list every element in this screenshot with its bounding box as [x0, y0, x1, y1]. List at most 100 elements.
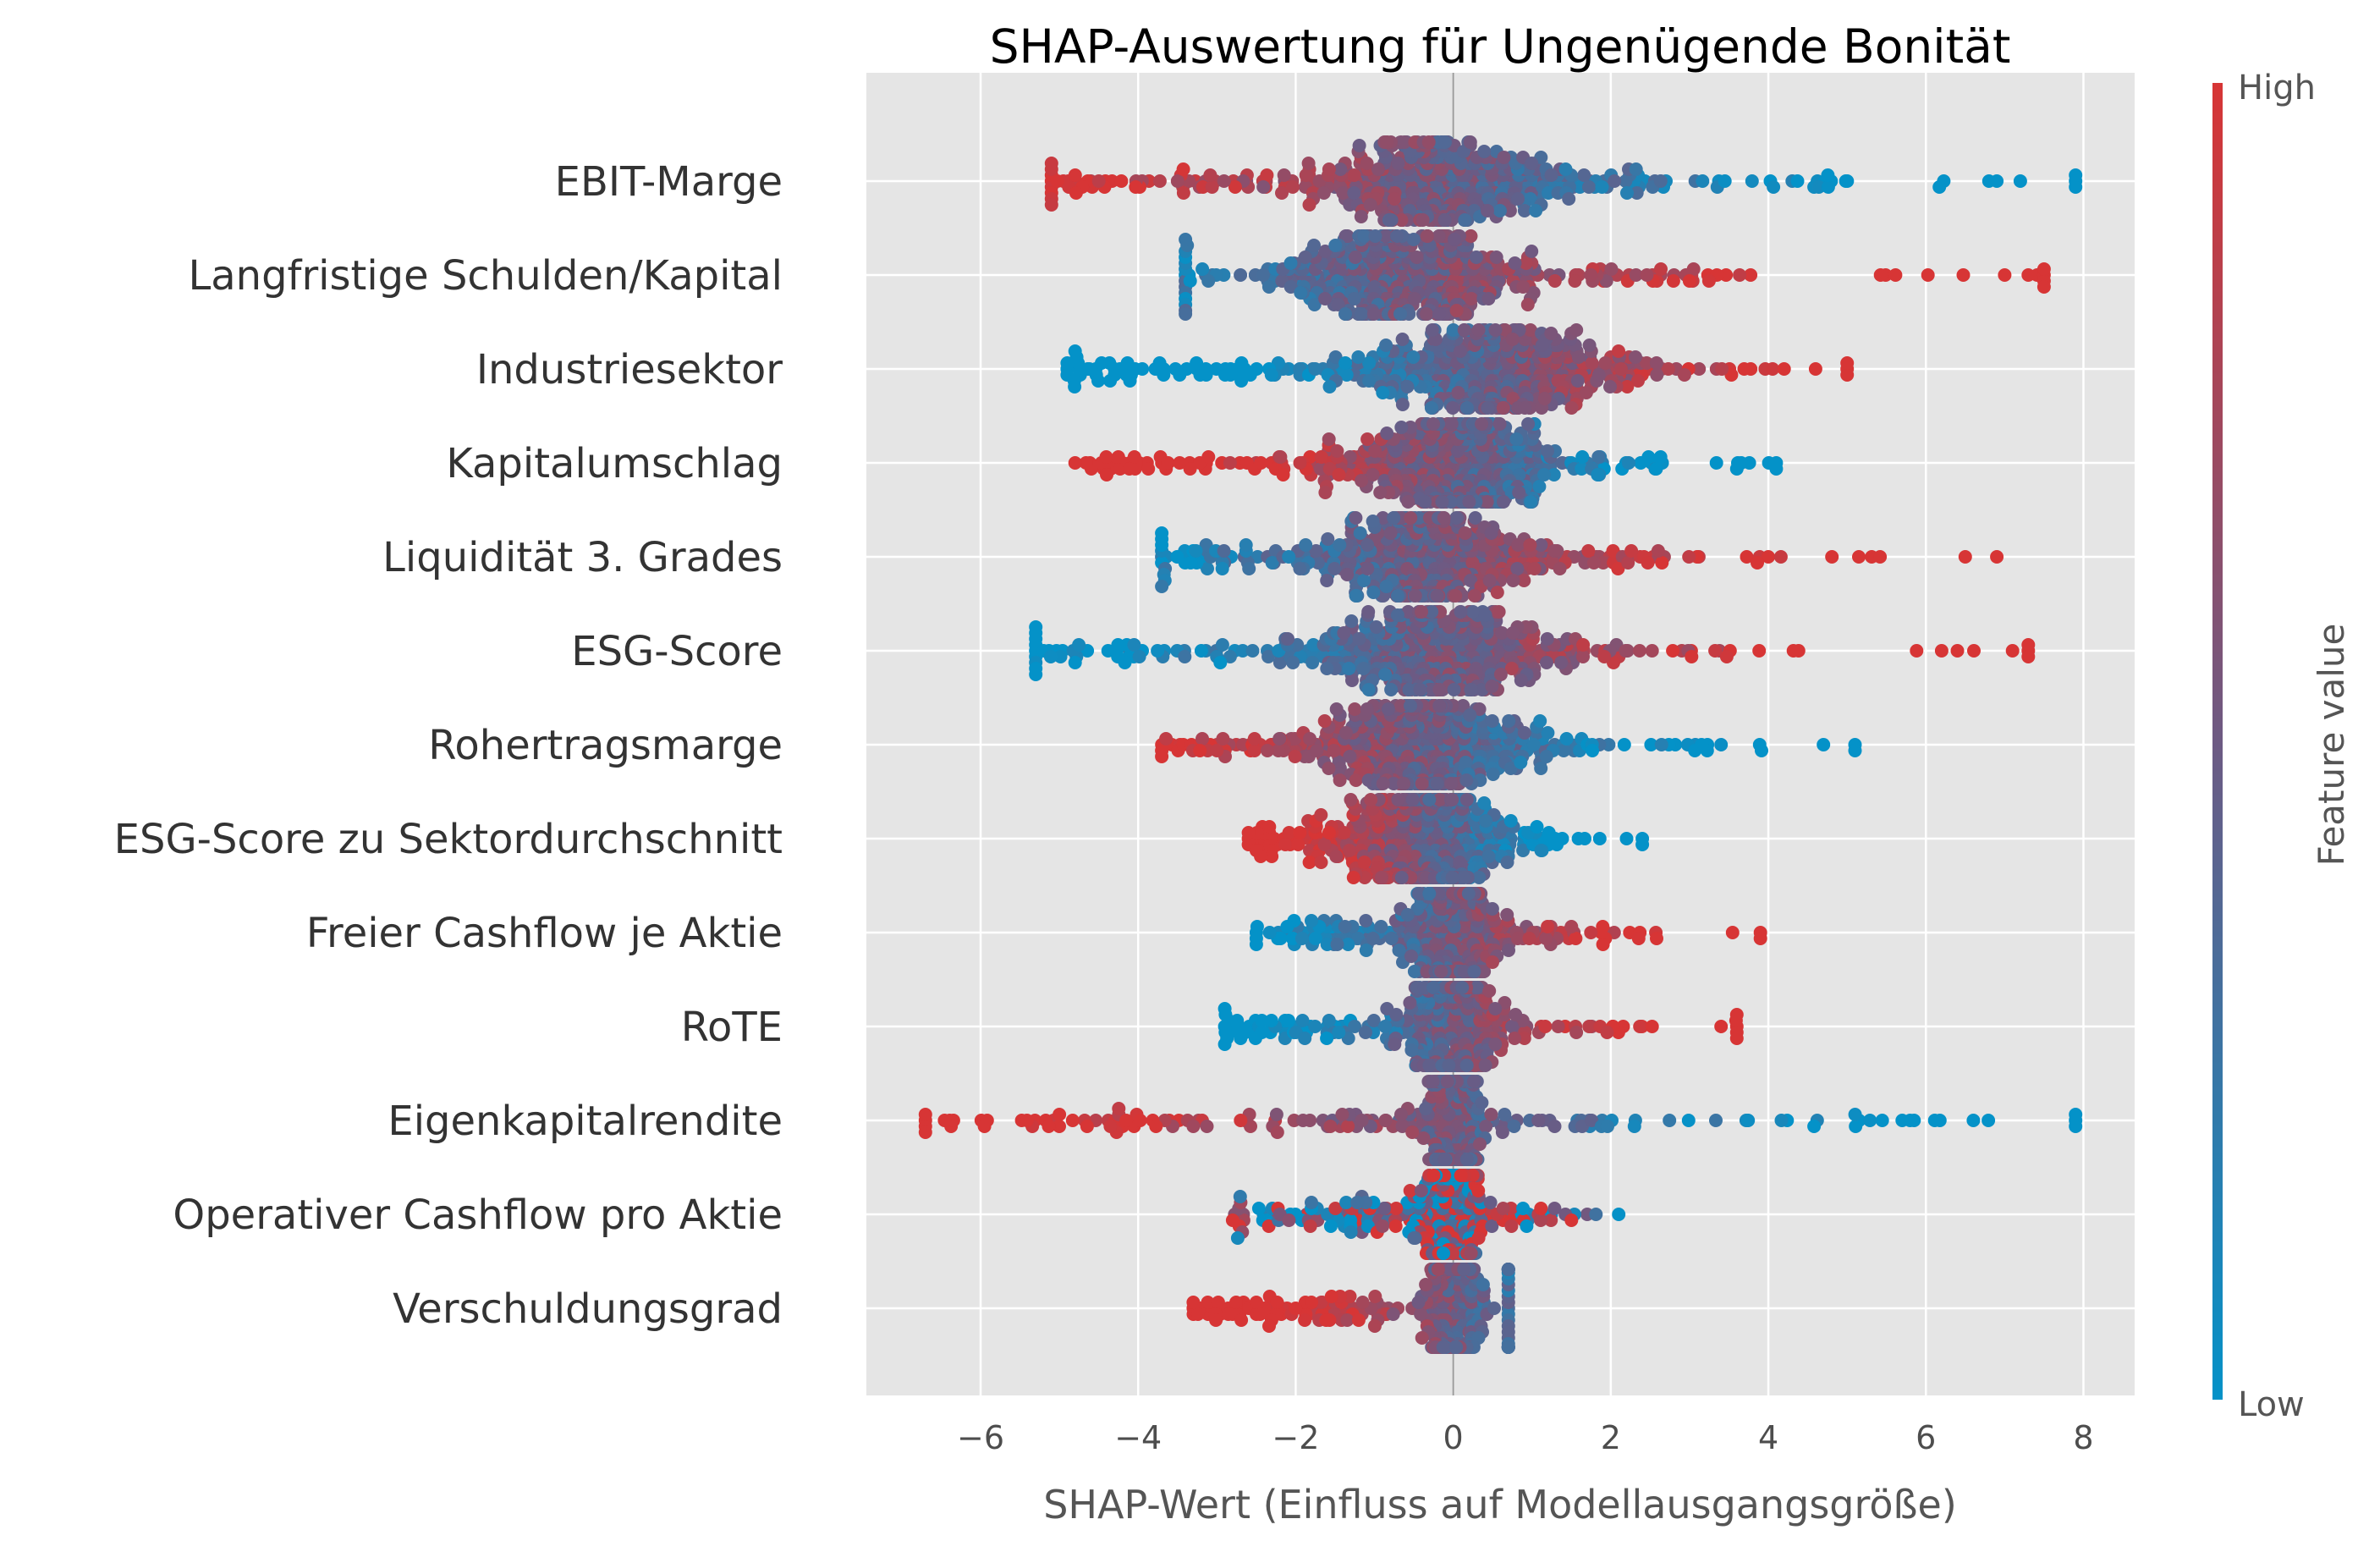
shap-point	[1435, 495, 1449, 509]
shap-point	[1095, 356, 1108, 370]
shap-point	[1559, 732, 1574, 746]
shap-point	[1393, 699, 1408, 713]
shap-point	[1306, 638, 1321, 652]
shap-point	[1151, 644, 1165, 658]
shap-point	[1677, 368, 1691, 382]
shap-point	[1327, 744, 1341, 757]
shap-point	[1654, 738, 1668, 751]
shap-point	[1282, 550, 1296, 564]
shap-point	[1464, 683, 1478, 696]
shap-point	[1400, 380, 1415, 394]
shap-point	[1540, 632, 1554, 646]
shap-point	[1068, 168, 1082, 182]
shap-point	[1649, 462, 1663, 476]
shap-point	[1337, 826, 1351, 839]
shap-point	[1302, 198, 1316, 212]
shap-point	[1380, 135, 1394, 149]
shap-point	[1537, 468, 1551, 482]
shap-point	[1394, 213, 1409, 227]
shap-point	[1327, 562, 1342, 575]
shap-point	[1437, 213, 1452, 227]
shap-point	[1359, 944, 1373, 957]
shap-point	[1612, 344, 1625, 358]
shap-point	[1318, 245, 1333, 258]
shap-point	[1351, 350, 1366, 364]
shap-point	[1114, 174, 1129, 188]
shap-point	[1400, 908, 1415, 922]
shap-point	[1265, 556, 1279, 570]
shap-point	[1481, 850, 1496, 863]
shap-point	[1256, 180, 1271, 194]
shap-point	[1553, 562, 1567, 575]
shap-point	[1468, 511, 1482, 525]
shap-point	[1448, 589, 1463, 603]
shap-point	[1848, 744, 1862, 757]
shap-point	[1480, 495, 1494, 509]
shap-point	[1825, 550, 1839, 564]
shap-point	[1079, 456, 1093, 470]
shap-point	[1337, 626, 1351, 640]
shap-point	[1967, 644, 1981, 658]
shap-point	[1454, 344, 1467, 358]
shap-point	[1099, 450, 1113, 464]
shap-point	[1395, 333, 1410, 346]
shap-point	[1299, 168, 1313, 182]
shap-point	[1517, 726, 1531, 740]
shap-point	[1791, 644, 1806, 658]
shap-point	[1223, 650, 1237, 663]
shap-point	[1318, 292, 1333, 305]
shap-point	[1302, 856, 1316, 869]
shap-point	[1329, 702, 1344, 716]
shap-point	[1338, 307, 1352, 321]
shap-point	[1378, 668, 1393, 681]
shap-point	[1029, 668, 1043, 681]
shap-point	[1458, 213, 1472, 227]
shap-point	[1278, 838, 1293, 851]
shap-point	[1640, 356, 1654, 370]
shap-point	[1276, 468, 1290, 482]
shap-point	[1524, 495, 1538, 509]
shap-point	[1311, 556, 1325, 570]
shap-point	[1519, 256, 1533, 270]
shap-point	[1407, 965, 1421, 978]
shap-point	[1477, 145, 1492, 158]
shap-point	[1308, 932, 1322, 945]
shap-point	[1397, 777, 1410, 790]
shap-point	[1408, 589, 1422, 603]
shap-point	[1322, 432, 1336, 446]
shap-point	[2021, 650, 2036, 663]
shap-point	[1384, 213, 1399, 227]
shap-point	[1564, 401, 1579, 415]
shap-point	[1264, 368, 1278, 382]
shap-point	[1562, 192, 1576, 206]
shap-point	[1485, 714, 1499, 728]
shap-point	[1521, 417, 1536, 431]
shap-point	[1482, 574, 1497, 587]
shap-point	[1631, 374, 1645, 388]
shap-point	[1333, 773, 1347, 787]
shap-point	[1485, 680, 1499, 693]
shap-point	[1718, 174, 1732, 188]
shap-point	[1320, 574, 1334, 587]
shap-point	[1469, 250, 1483, 264]
shap-point	[1320, 662, 1334, 675]
shap-point	[1510, 562, 1525, 575]
shap-point	[1990, 550, 2004, 564]
shap-point	[1280, 920, 1294, 933]
shap-point	[1641, 556, 1655, 570]
shap-point	[1420, 307, 1434, 321]
shap-point	[1582, 180, 1596, 194]
shap-point	[1651, 544, 1665, 558]
shap-point	[1239, 538, 1253, 552]
shap-point	[1506, 626, 1520, 640]
shap-point	[1537, 392, 1552, 405]
shap-point	[1249, 938, 1263, 951]
shap-point	[1512, 486, 1526, 499]
shap-point	[1498, 323, 1512, 337]
shap-point	[1520, 298, 1535, 311]
shap-point	[1390, 229, 1404, 243]
shap-point	[1179, 233, 1193, 246]
shap-point	[1591, 368, 1606, 382]
shap-point	[1591, 468, 1605, 482]
shap-point	[1619, 174, 1633, 188]
